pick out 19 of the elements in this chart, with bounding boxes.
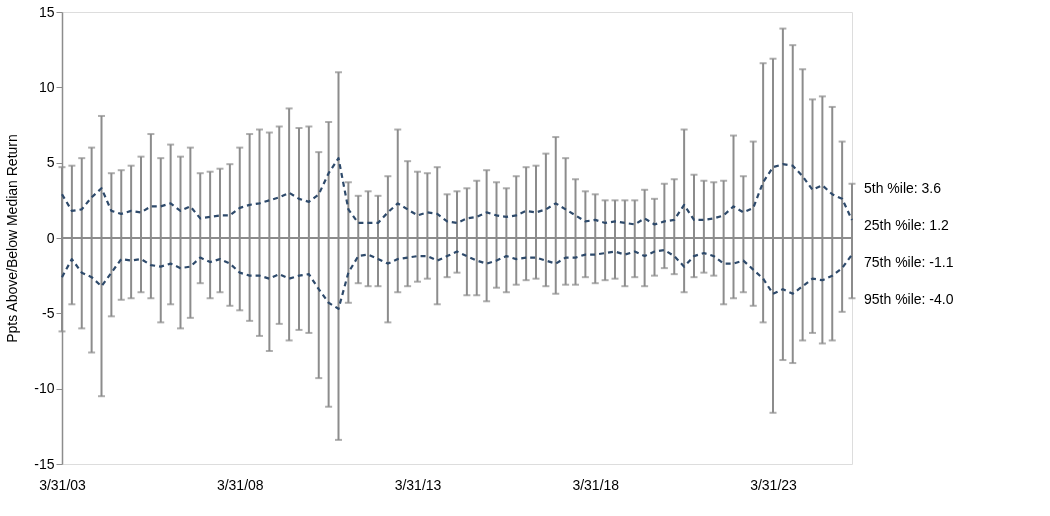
x-tick-label: 3/31/03 [39,476,87,493]
x-tick-label: 3/31/23 [750,476,798,493]
y-tick-label: 0 [46,229,55,246]
y-tick-label: -10 [34,380,55,397]
x-tick-label: 3/31/13 [394,476,442,493]
text: 75th %ile: -1.1 [864,253,954,270]
y-tick-label: -5 [42,304,55,321]
y-axis-title: Ppts Above/Below Median Return [4,134,21,343]
text: 25th %ile: 1.2 [864,216,950,233]
text: 5th %ile: 3.6 [864,179,942,196]
x-tick-label: 3/31/18 [572,476,620,493]
y-tick-label: 10 [38,78,55,95]
x-tick-label: 3/31/08 [216,476,264,493]
y-tick-label: 5 [46,154,55,171]
text: 95th %ile: -4.0 [864,290,954,307]
y-tick-label: 15 [38,3,55,20]
line-series [60,157,854,226]
line-series [60,248,854,310]
y-tick-label: -15 [34,455,55,472]
